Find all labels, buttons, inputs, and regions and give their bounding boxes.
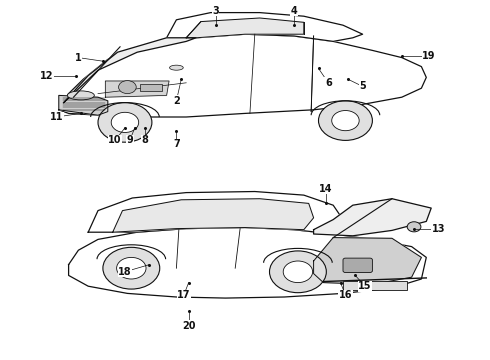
Text: 20: 20	[182, 321, 196, 331]
Polygon shape	[186, 18, 304, 38]
Ellipse shape	[170, 65, 183, 70]
Ellipse shape	[67, 91, 94, 100]
Text: 5: 5	[359, 81, 366, 91]
Polygon shape	[59, 95, 108, 115]
Text: 15: 15	[358, 281, 372, 291]
Text: 12: 12	[40, 71, 53, 81]
Circle shape	[103, 247, 160, 289]
Text: 16: 16	[339, 290, 352, 300]
Circle shape	[270, 251, 326, 293]
Text: 17: 17	[177, 290, 191, 300]
Polygon shape	[88, 192, 343, 234]
FancyBboxPatch shape	[343, 258, 372, 273]
Polygon shape	[314, 199, 431, 236]
Text: 19: 19	[422, 51, 436, 61]
Bar	[343, 281, 407, 290]
Polygon shape	[64, 38, 196, 103]
Text: 13: 13	[432, 224, 445, 234]
Text: 6: 6	[325, 78, 332, 88]
Text: 2: 2	[173, 96, 180, 106]
Text: 3: 3	[212, 6, 219, 16]
Text: 9: 9	[126, 135, 133, 145]
Bar	[140, 84, 162, 91]
Circle shape	[283, 261, 313, 283]
Circle shape	[98, 103, 152, 142]
Polygon shape	[113, 199, 314, 232]
Text: 8: 8	[141, 135, 148, 145]
Polygon shape	[59, 34, 426, 117]
Text: 14: 14	[319, 184, 333, 194]
Circle shape	[407, 222, 421, 232]
Text: 18: 18	[118, 267, 132, 277]
Circle shape	[117, 257, 146, 279]
Text: 1: 1	[75, 53, 82, 63]
Polygon shape	[314, 238, 421, 284]
Text: 11: 11	[49, 112, 63, 122]
Circle shape	[119, 81, 136, 94]
Circle shape	[318, 101, 372, 140]
Circle shape	[332, 111, 359, 131]
Text: 10: 10	[108, 135, 122, 145]
Text: 7: 7	[173, 139, 180, 149]
Polygon shape	[69, 228, 426, 298]
Polygon shape	[105, 81, 169, 97]
Text: 4: 4	[291, 6, 297, 16]
Polygon shape	[167, 13, 363, 41]
Circle shape	[111, 112, 139, 132]
